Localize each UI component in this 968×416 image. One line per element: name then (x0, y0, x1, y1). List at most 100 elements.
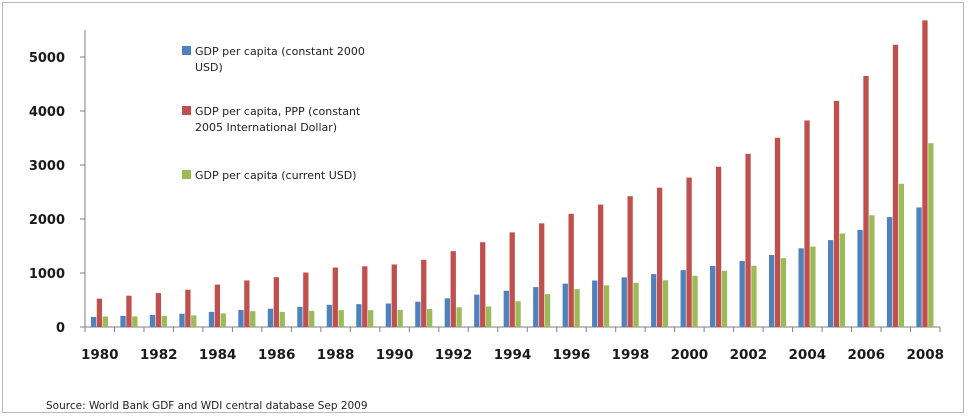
legend-label: GDP per capita (constant 2000 (195, 45, 365, 58)
x-tick-label: 2000 (671, 347, 709, 363)
bar (132, 316, 138, 327)
bar (356, 304, 362, 327)
legend-label: GDP per capita, PPP (constant (195, 105, 361, 118)
bar (161, 316, 167, 327)
bar (769, 255, 775, 327)
bar (391, 264, 397, 327)
legend-swatch (182, 170, 191, 179)
bar (780, 258, 787, 327)
bar (739, 261, 745, 327)
bar (338, 310, 344, 327)
bar (332, 267, 338, 327)
legend-label: USD) (195, 61, 223, 74)
bar (191, 315, 197, 327)
bar (715, 166, 722, 327)
bar (592, 280, 598, 327)
bar (385, 303, 392, 327)
legend-entry: GDP per capita, PPP (constant 2005 Intern… (182, 105, 361, 134)
bar (922, 20, 928, 327)
x-tick-label: 1986 (258, 347, 296, 363)
x-tick-label: 1990 (376, 347, 414, 363)
bar-series (102, 143, 934, 327)
x-tick-label: 1988 (317, 347, 355, 363)
bar (509, 232, 515, 327)
bar (869, 215, 875, 327)
bar (368, 310, 374, 327)
bar (692, 275, 698, 327)
bar (421, 259, 427, 327)
y-tick-label: 1000 (29, 267, 65, 282)
y-tick-label: 3000 (29, 159, 65, 174)
bar (863, 76, 869, 327)
bar (480, 242, 486, 327)
bar (244, 280, 250, 327)
bar (120, 315, 126, 327)
x-tick-label: 1980 (81, 347, 119, 363)
bar (444, 298, 450, 327)
x-tick-label: 2008 (906, 347, 944, 363)
bar (279, 311, 285, 327)
bar (303, 272, 309, 327)
bar (397, 309, 403, 327)
bar (126, 295, 132, 327)
bar (798, 248, 804, 327)
source-note: Source: World Bank GDF and WDI central d… (46, 400, 368, 412)
bar (568, 213, 574, 327)
x-tick-label: 2006 (848, 347, 886, 363)
bar (539, 223, 545, 327)
x-tick-label: 1998 (612, 347, 650, 363)
x-tick-label: 2002 (730, 347, 768, 363)
bar (415, 301, 421, 327)
bar (155, 293, 162, 327)
bar (427, 309, 433, 327)
bar (96, 298, 103, 327)
bar (710, 265, 716, 327)
bar (810, 246, 816, 327)
bar (833, 100, 840, 328)
bar (450, 251, 456, 327)
bar (574, 289, 580, 327)
legend-entry: GDP per capita (constant 2000 USD) (182, 45, 365, 74)
bar (603, 285, 610, 327)
bar (662, 280, 669, 327)
y-tick-label: 4000 (29, 105, 65, 120)
bar (857, 229, 863, 327)
bar (680, 270, 686, 327)
bar (179, 313, 185, 327)
bar (656, 187, 663, 327)
x-tick-label: 2004 (789, 347, 827, 363)
bar (598, 204, 604, 327)
bar (751, 265, 757, 327)
x-tick-label: 1982 (140, 347, 178, 363)
bar (102, 316, 108, 327)
bar (485, 306, 492, 327)
legend-entry: GDP per capita (current USD) (182, 169, 357, 182)
bar (90, 316, 97, 327)
bar (185, 289, 191, 327)
bar (804, 120, 810, 327)
bar (515, 301, 521, 327)
bar (928, 143, 934, 327)
x-tick-label: 1996 (553, 347, 591, 363)
bar (273, 277, 279, 327)
x-tick-label: 1984 (199, 347, 237, 363)
bar-series (96, 20, 928, 328)
y-tick-label: 0 (56, 321, 65, 336)
legend-label: GDP per capita (current USD) (195, 169, 357, 182)
bar-series-group (90, 20, 934, 328)
bar (214, 284, 221, 327)
bar (362, 266, 368, 327)
bar (839, 233, 846, 327)
bar (651, 274, 657, 327)
bar (916, 207, 922, 327)
x-tick-label: 1992 (435, 347, 473, 363)
bar (149, 314, 156, 327)
bar (774, 137, 781, 327)
bar (544, 294, 551, 327)
bar (686, 177, 692, 327)
y-tick-label: 2000 (29, 213, 65, 228)
bar (238, 309, 244, 327)
